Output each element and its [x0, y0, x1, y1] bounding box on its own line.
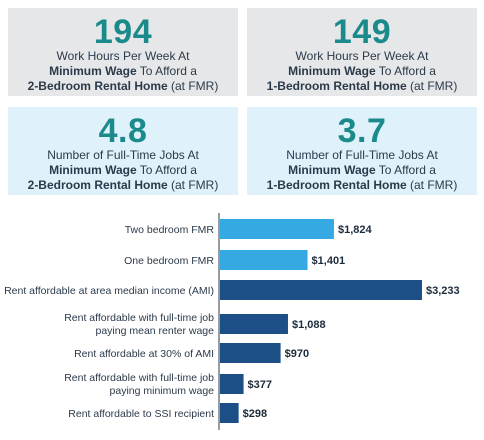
stat-text: To Afford a	[375, 64, 436, 78]
stat-card-jobs-1br: 3.7 Number of Full-Time Jobs At Minimum …	[247, 107, 477, 195]
rent-bar-chart: $1,824 Two bedroom FMR $1,401 One bedroom F…	[4, 213, 460, 430]
stat-line-2: Minimum Wage To Afford a	[247, 64, 477, 79]
category-label: Rent affordable at 30% of AMI	[74, 348, 214, 360]
bar-value-label: $1,824	[338, 224, 373, 236]
stat-text: (at FMR)	[406, 178, 458, 192]
category-label: paying minimum wage	[110, 385, 215, 397]
stat-card-hours-2br: 194 Work Hours Per Week At Minimum Wage …	[8, 8, 238, 96]
bar	[220, 403, 239, 423]
stat-number: 3.7	[337, 112, 387, 150]
stat-text: (at FMR)	[406, 79, 458, 93]
stat-text: To Afford a	[136, 64, 197, 78]
bar	[220, 374, 244, 394]
bar-value-label: $970	[285, 348, 309, 360]
stat-line-3: 2-Bedroom Rental Home (at FMR)	[8, 178, 238, 193]
stat-line-1: Number of Full-Time Jobs At	[47, 148, 199, 162]
stat-number: 4.8	[98, 112, 148, 150]
category-label: Rent affordable with full-time job	[64, 312, 214, 324]
stat-line-3: 2-Bedroom Rental Home (at FMR)	[8, 79, 238, 94]
bar-value-label: $3,233	[426, 285, 460, 297]
stat-card-hours-1br: 149 Work Hours Per Week At Minimum Wage …	[247, 8, 477, 96]
stat-line-2: Minimum Wage To Afford a	[8, 64, 238, 79]
bar	[220, 314, 288, 334]
category-label: paying mean renter wage	[96, 325, 215, 337]
stat-emphasis: 1-Bedroom Rental Home	[266, 178, 407, 192]
category-label: Rent affordable to SSI recipient	[68, 408, 214, 420]
stat-emphasis: 1-Bedroom Rental Home	[266, 79, 407, 93]
stat-emphasis: Minimum Wage	[288, 163, 376, 177]
bar	[220, 219, 334, 239]
stat-text: To Afford a	[136, 163, 197, 177]
stat-emphasis: 2-Bedroom Rental Home	[27, 178, 168, 192]
stat-emphasis: 2-Bedroom Rental Home	[27, 79, 168, 93]
bar-value-label: $377	[248, 379, 272, 391]
stat-emphasis: Minimum Wage	[288, 64, 376, 78]
bar-value-label: $1,088	[292, 319, 326, 331]
stat-emphasis: Minimum Wage	[49, 64, 137, 78]
stat-line-1: Work Hours Per Week At	[295, 49, 429, 63]
stat-line-2: Minimum Wage To Afford a	[8, 163, 238, 178]
bar-value-label: $298	[243, 408, 267, 420]
bar	[220, 343, 281, 363]
bar	[220, 280, 422, 300]
stat-line-2: Minimum Wage To Afford a	[247, 163, 477, 178]
stat-line-3: 1-Bedroom Rental Home (at FMR)	[247, 79, 477, 94]
category-label: Rent affordable at area median income (A…	[4, 285, 214, 297]
stat-line-1: Work Hours Per Week At	[56, 49, 190, 63]
category-label: One bedroom FMR	[124, 255, 214, 267]
stat-card-jobs-2br: 4.8 Number of Full-Time Jobs At Minimum …	[8, 107, 238, 195]
stat-text: (at FMR)	[167, 79, 219, 93]
stat-text: (at FMR)	[167, 178, 219, 192]
stat-line-1: Number of Full-Time Jobs At	[286, 148, 438, 162]
category-label: Rent affordable with full-time job	[64, 372, 214, 384]
stat-text: To Afford a	[375, 163, 436, 177]
stat-number: 194	[93, 13, 153, 51]
stat-number: 149	[332, 13, 392, 51]
stat-line-3: 1-Bedroom Rental Home (at FMR)	[247, 178, 477, 193]
category-label: Two bedroom FMR	[125, 224, 215, 236]
stat-emphasis: Minimum Wage	[49, 163, 137, 177]
bar-value-label: $1,401	[312, 255, 346, 267]
bar	[220, 250, 308, 270]
